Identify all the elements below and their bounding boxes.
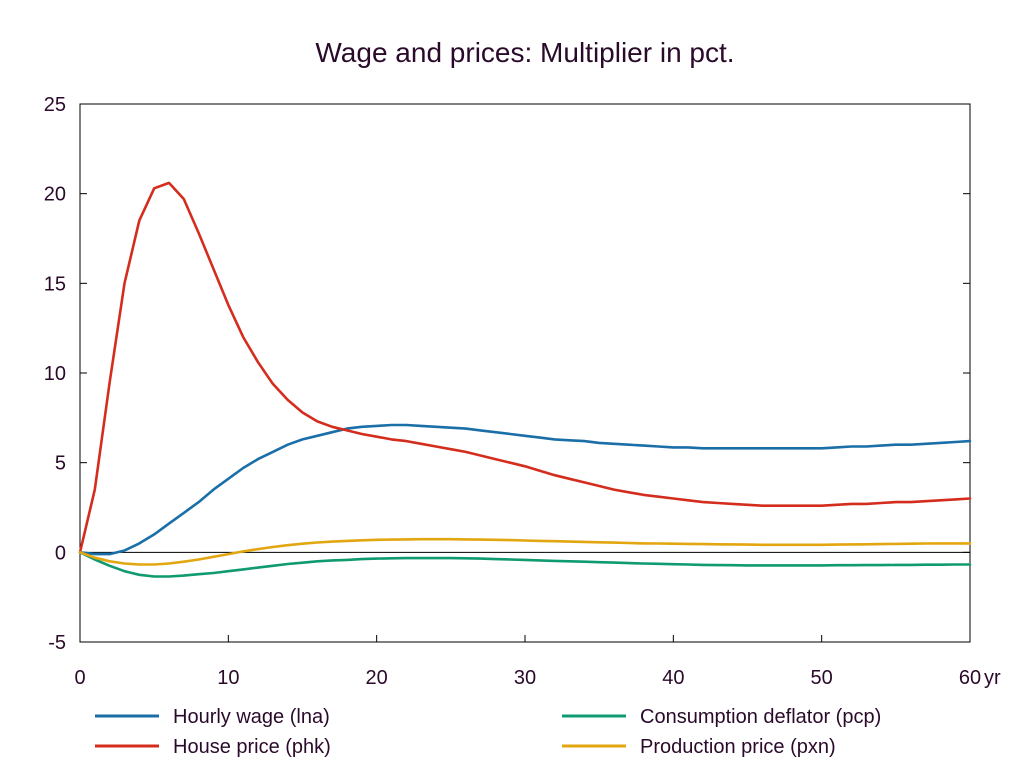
x-tick-label: 50	[811, 667, 833, 689]
legend-label-3: Production price (pxn)	[640, 736, 836, 758]
legend-label-1: House price (phk)	[173, 736, 331, 758]
x-axis-unit: yr	[984, 667, 1001, 689]
chart-title: Wage and prices: Multiplier in pct.	[315, 37, 734, 68]
plot-frame	[79, 103, 971, 643]
series-line-2	[78, 550, 972, 578]
x-tick-label: 60	[959, 667, 981, 689]
x-tick-label: 0	[74, 667, 85, 689]
y-tick-label: -5	[48, 632, 66, 654]
series-line-1	[78, 181, 972, 554]
legend-label-0: Hourly wage (lna)	[173, 706, 330, 728]
series-line-0	[78, 423, 972, 556]
series-line-3	[78, 537, 972, 566]
x-tick-label: 20	[366, 667, 388, 689]
plot-area: -5 0 5 10 15 20 25 0 10 20 30 40 50 60 yr	[44, 94, 1001, 689]
y-tick-label: 0	[55, 542, 66, 564]
y-tick-label: 25	[44, 94, 66, 116]
x-tick-label: 40	[662, 667, 684, 689]
x-tick-label: 30	[514, 667, 536, 689]
y-tick-label: 10	[44, 363, 66, 385]
legend-label-2: Consumption deflator (pcp)	[640, 706, 881, 728]
legend: Hourly wage (lna) House price (phk) Consum…	[95, 706, 881, 758]
y-tick-label: 15	[44, 273, 66, 295]
y-tick-label: 5	[55, 453, 66, 475]
x-tick-label: 10	[217, 667, 239, 689]
y-tick-label: 20	[44, 184, 66, 206]
